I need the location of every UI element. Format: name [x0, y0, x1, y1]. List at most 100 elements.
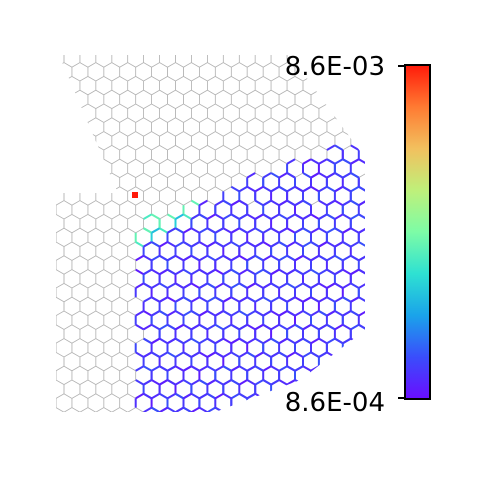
- mesh-cell: [168, 145, 184, 163]
- mesh-edge: [279, 270, 287, 275]
- mesh-edge: [391, 201, 399, 206]
- mesh-cell: [64, 242, 80, 260]
- mesh-cell: [375, 366, 391, 384]
- mesh-cell: [144, 187, 160, 205]
- mesh-cell: [184, 118, 200, 136]
- mesh-cell: [120, 394, 136, 412]
- mesh-edge: [391, 325, 399, 330]
- mesh-cell: [80, 132, 96, 150]
- mesh-edge: [199, 201, 207, 206]
- mesh-cell: [96, 352, 112, 370]
- mesh-cell: [271, 132, 287, 150]
- mesh-edge: [303, 201, 311, 206]
- mesh-edge: [184, 256, 192, 261]
- mesh-edge: [311, 421, 319, 426]
- mesh-cell: [359, 35, 375, 53]
- mesh-edge: [152, 283, 160, 288]
- mesh-edge: [319, 214, 327, 219]
- mesh-cell: [112, 104, 128, 122]
- mesh-edge: [375, 256, 383, 261]
- mesh-edge: [160, 256, 168, 261]
- mesh-edge: [335, 380, 343, 385]
- mesh-edge: [247, 380, 255, 385]
- mesh-cell: [64, 159, 80, 177]
- mesh-edge: [184, 283, 192, 288]
- mesh-edge: [287, 325, 295, 330]
- mesh-edge: [383, 270, 391, 275]
- mesh-cell: [359, 90, 375, 108]
- mesh-edge: [184, 421, 192, 426]
- mesh-edge: [351, 380, 359, 385]
- mesh-edge: [144, 339, 152, 344]
- mesh-edge: [191, 394, 199, 399]
- mesh-cell: [32, 352, 48, 370]
- mesh-cell: [184, 63, 200, 81]
- mesh-cell: [128, 132, 144, 150]
- mesh-cell: [160, 76, 176, 94]
- mesh-edge: [375, 242, 383, 247]
- mesh-edge: [343, 339, 351, 344]
- mesh-cell: [343, 35, 359, 53]
- mesh-edge: [255, 421, 263, 426]
- mesh-edge: [231, 394, 239, 399]
- mesh-edge: [391, 283, 399, 288]
- mesh-cell: [207, 76, 223, 94]
- mesh-edge: [199, 256, 207, 261]
- mesh-edge: [335, 270, 343, 275]
- mesh-edge: [271, 256, 279, 261]
- mesh-edge: [176, 228, 184, 233]
- mesh-edge: [231, 408, 239, 413]
- mesh-edge: [351, 256, 359, 261]
- mesh-cell: [88, 228, 104, 246]
- mesh-edge: [279, 214, 287, 219]
- mesh-cell: [176, 132, 192, 150]
- mesh-cell: [32, 187, 48, 205]
- mesh-edge: [255, 187, 263, 192]
- mesh-cell: [160, 49, 176, 67]
- mesh-cell: [383, 242, 399, 260]
- mesh-edge: [311, 228, 319, 233]
- mesh-edge: [279, 325, 287, 330]
- mesh-cell: [279, 118, 295, 136]
- mesh-cell: [247, 145, 263, 163]
- mesh-edge: [287, 214, 295, 219]
- mesh-cell: [375, 145, 391, 163]
- mesh-edge: [152, 270, 160, 275]
- mesh-edge: [303, 311, 311, 316]
- mesh-cell: [207, 159, 223, 177]
- mesh-edge: [375, 339, 383, 344]
- mesh-cell: [136, 145, 152, 163]
- mesh-edge: [223, 339, 231, 344]
- mesh-cell: [255, 104, 271, 122]
- mesh-edge: [247, 270, 255, 275]
- mesh-cell: [255, 76, 271, 94]
- mesh-edge: [176, 242, 184, 247]
- mesh-edge: [319, 366, 327, 371]
- mesh-cell: [295, 35, 311, 53]
- mesh-edge: [319, 325, 327, 330]
- mesh-edge: [287, 228, 295, 233]
- mesh-edge: [351, 228, 359, 233]
- mesh-cell: [199, 118, 215, 136]
- mesh-cell: [96, 104, 112, 122]
- mesh-edge: [319, 173, 327, 178]
- mesh-cell: [120, 339, 136, 357]
- mesh-edge: [215, 228, 223, 233]
- mesh-edge: [383, 145, 391, 150]
- mesh-edge: [391, 325, 399, 330]
- mesh-edge: [263, 421, 271, 426]
- mesh-cell: [136, 90, 152, 108]
- mesh-cell: [184, 90, 200, 108]
- mesh-edge: [239, 201, 247, 206]
- mesh-edge: [343, 421, 351, 426]
- mesh-cell: [104, 394, 120, 412]
- mesh-edge: [311, 256, 319, 261]
- mesh-edge: [247, 339, 255, 344]
- mesh-cell: [168, 35, 184, 53]
- mesh-cell: [176, 76, 192, 94]
- mesh-edge: [367, 214, 375, 219]
- mesh-edge: [351, 366, 359, 371]
- mesh-edge: [295, 366, 303, 371]
- mesh-cell: [48, 297, 64, 315]
- mesh-cell: [112, 380, 128, 398]
